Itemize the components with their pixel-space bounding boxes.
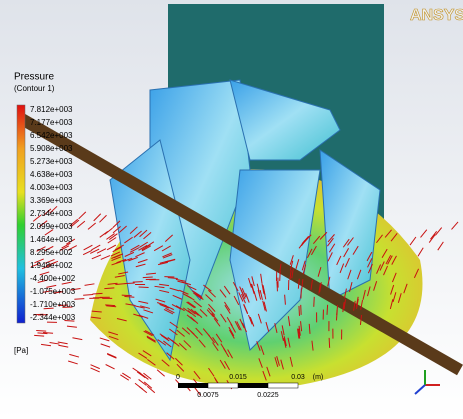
scale-label: 0.0225 [257, 392, 279, 399]
vector [125, 283, 135, 284]
legend-label: -4.400e+002 [30, 274, 76, 283]
legend-label: 8.295e+002 [30, 248, 73, 257]
legend-label: 7.177e+003 [30, 118, 73, 127]
scale-bar [178, 383, 298, 388]
vector [329, 338, 330, 348]
legend-label: 4.003e+003 [30, 183, 73, 192]
legend-label: 7.812e+003 [30, 105, 73, 114]
legend-label: -1.710e+003 [30, 300, 76, 309]
logo: ANSYS [410, 7, 463, 24]
scale-label: 0.03 [291, 374, 305, 381]
legend-subtitle: (Contour 1) [14, 84, 55, 93]
vector [122, 295, 132, 296]
legend-unit: [Pa] [14, 346, 28, 355]
vector [74, 299, 84, 300]
legend-label: 4.638e+003 [30, 170, 73, 179]
legend-label: -1.075e+003 [30, 287, 76, 296]
legend-label: -2.344e+003 [30, 313, 76, 322]
legend-label: 5.273e+003 [30, 157, 73, 166]
legend-label: 5.908e+003 [30, 144, 73, 153]
vector [36, 331, 46, 332]
legend-label: 1.464e+003 [30, 235, 73, 244]
legend-label: 2.099e+003 [30, 222, 73, 231]
scale-label: 0.0075 [197, 392, 219, 399]
legend-label: 2.734e+003 [30, 209, 73, 218]
vector [93, 293, 103, 294]
vector [314, 297, 315, 307]
vector [143, 277, 153, 278]
legend-label: 3.369e+003 [30, 196, 73, 205]
scale-label: (m) [313, 374, 324, 381]
legend-title: Pressure [14, 72, 54, 83]
scale-label: 0.015 [229, 374, 247, 381]
legend-label: 1.948e+002 [30, 261, 73, 270]
vector [37, 333, 47, 334]
vector [299, 306, 300, 316]
vector [327, 305, 328, 315]
legend-label: 6.542e+003 [30, 131, 73, 140]
vector [336, 310, 337, 320]
scale-label: 0 [176, 374, 180, 381]
cfd-view: ANSYS Pressure (Contour 1) [Pa] 7.812e+0… [0, 0, 463, 419]
vector [277, 281, 278, 291]
color-bar [17, 105, 25, 323]
